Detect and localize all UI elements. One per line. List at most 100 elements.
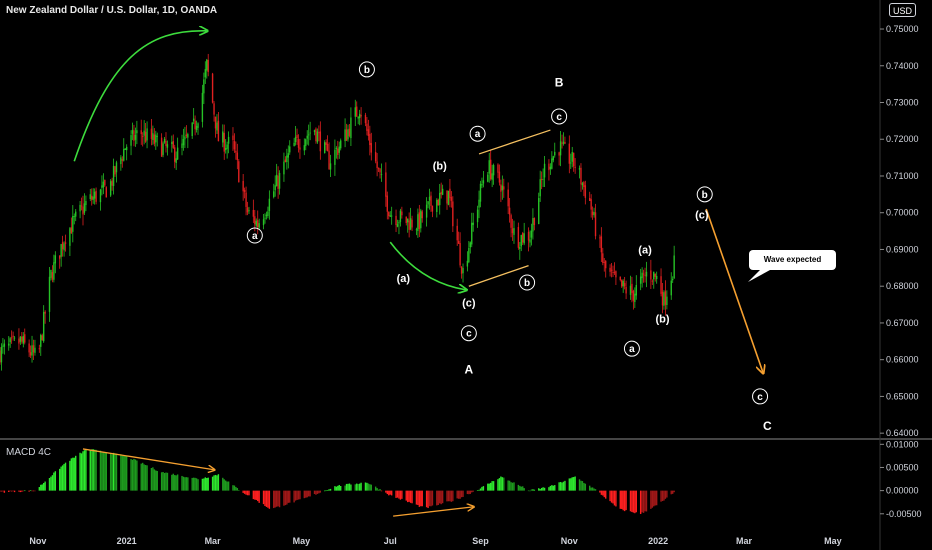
macd-bar <box>262 490 265 505</box>
candle-body <box>441 188 444 195</box>
macd-bar <box>543 487 546 491</box>
candle-body <box>420 210 422 229</box>
candle-body <box>80 205 83 207</box>
wave-label: (a) <box>397 273 411 285</box>
macd-bar <box>479 488 482 491</box>
candle-body <box>162 143 164 155</box>
macd-bar <box>131 459 134 491</box>
candle-body <box>305 139 307 147</box>
macd-bar <box>111 454 113 491</box>
macd-bar <box>417 490 419 506</box>
candle-body <box>492 165 495 176</box>
candle-body <box>306 135 308 139</box>
macd-bar <box>539 488 541 491</box>
candle-body <box>625 286 627 294</box>
candle-body <box>267 211 269 217</box>
candle-body <box>206 59 208 71</box>
wave-label-circle <box>551 108 568 125</box>
candle-body <box>181 143 183 149</box>
wave-label: c <box>466 329 472 340</box>
macd-bar <box>418 490 421 507</box>
candle-body <box>303 145 306 151</box>
candle-body <box>594 212 597 237</box>
candle-body <box>634 293 636 303</box>
candle-body <box>605 260 607 269</box>
candle-body <box>50 269 52 278</box>
candle-body <box>641 272 643 279</box>
candle-body <box>21 336 23 342</box>
candle-body <box>254 216 256 225</box>
candle-body <box>243 189 246 193</box>
candle-body <box>70 227 73 234</box>
macd-bar <box>482 486 485 491</box>
macd-bar <box>408 490 410 502</box>
candle-body <box>175 158 177 164</box>
macd-bar <box>75 455 77 491</box>
macd-bar <box>79 452 81 491</box>
wave-label-circle <box>623 340 640 357</box>
candle-body <box>44 311 46 314</box>
macd-bar <box>185 477 188 491</box>
macd-bar <box>95 449 97 491</box>
candle-body <box>650 270 652 280</box>
macd-bar <box>449 490 451 502</box>
candle-body <box>334 149 336 165</box>
candle-body <box>102 181 105 188</box>
macd-bar <box>389 490 391 495</box>
candle-body <box>265 214 268 217</box>
macd-bar <box>334 486 336 491</box>
macd-bar <box>284 490 287 506</box>
chart-title: New Zealand Dollar / U.S. Dollar, 1D, OA… <box>6 5 218 16</box>
macd-bar <box>466 490 469 495</box>
candle-body <box>203 79 205 94</box>
candle-body <box>278 172 281 189</box>
candle-body <box>427 201 429 205</box>
macd-bar <box>223 479 225 491</box>
macd-bar <box>347 483 349 491</box>
candle-body <box>568 143 571 164</box>
candle-body <box>380 174 383 175</box>
candle-body <box>661 291 664 306</box>
candle-body <box>500 184 502 192</box>
macd-bar <box>13 490 16 493</box>
macd-bar <box>64 462 67 491</box>
macd-bar <box>89 449 91 491</box>
candle-body <box>323 142 326 154</box>
candle-body <box>195 125 198 130</box>
macd-bar <box>121 455 124 491</box>
candle-body <box>34 347 36 353</box>
candle-body <box>40 334 42 347</box>
macd-bar <box>591 487 594 491</box>
macd-bar <box>325 490 327 492</box>
candle-body <box>510 215 512 228</box>
candle-body <box>450 197 453 201</box>
macd-bar <box>277 490 279 507</box>
macd-bar <box>568 478 571 491</box>
macd-bar <box>303 490 306 499</box>
currency-badge[interactable]: USD <box>889 3 916 17</box>
macd-bar <box>469 490 472 494</box>
macd-bar <box>125 455 128 491</box>
candle-body <box>591 211 594 215</box>
macd-bar <box>176 474 179 491</box>
candle-body <box>264 217 266 219</box>
green-curved-arrow <box>73 31 207 162</box>
macd-bar <box>29 490 32 491</box>
macd-bar <box>130 459 132 491</box>
macd-bar <box>583 482 585 491</box>
macd-bar <box>671 490 674 494</box>
candle-body <box>328 150 330 170</box>
macd-bar <box>487 483 489 491</box>
candle-body <box>224 147 227 151</box>
candle-body <box>428 196 431 201</box>
macd-bar <box>0 490 1 492</box>
candle-body <box>460 266 463 274</box>
candle-body <box>287 153 289 158</box>
candle-body <box>277 175 279 189</box>
candle-body <box>632 290 635 301</box>
macd-bar <box>326 490 329 491</box>
wave-label: a <box>629 344 635 355</box>
candle-body <box>262 219 265 226</box>
